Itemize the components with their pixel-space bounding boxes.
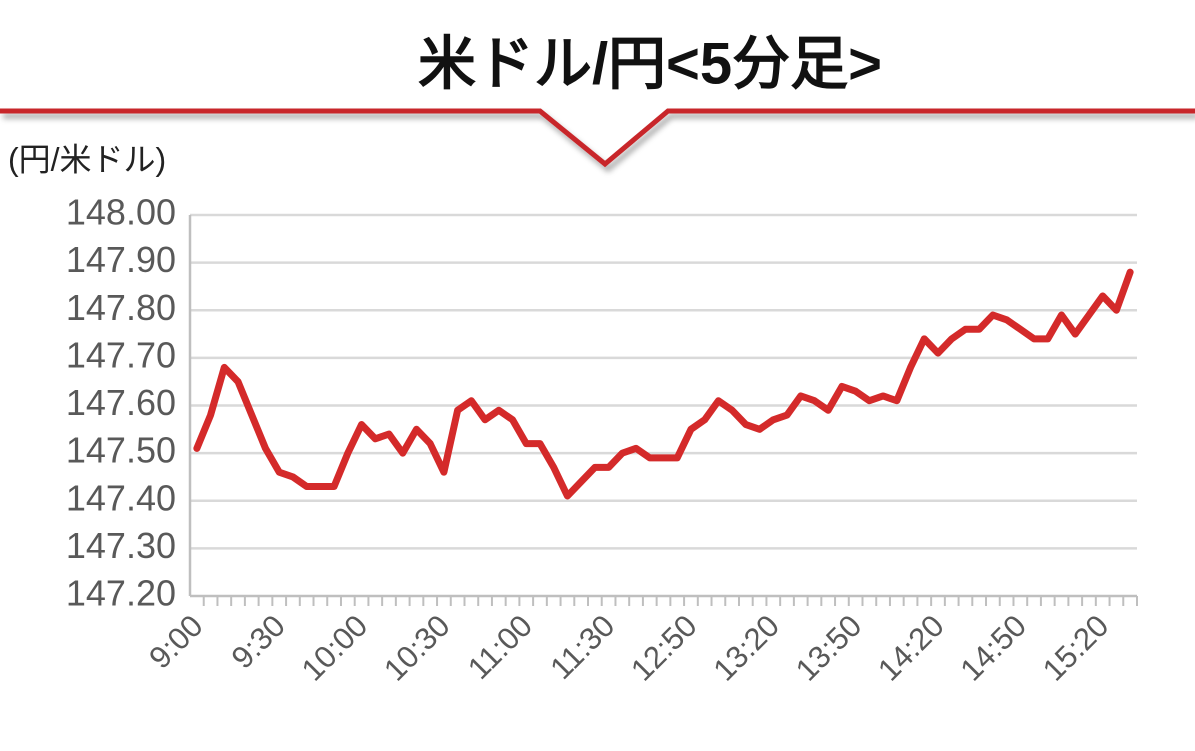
y-tick-label: 147.30 — [66, 525, 176, 566]
y-tick-label: 147.80 — [66, 287, 176, 328]
y-tick-label: 147.50 — [66, 430, 176, 471]
header-rule — [0, 108, 1195, 168]
x-tick-label: 9:00 — [142, 608, 209, 675]
y-tick-label: 147.20 — [66, 573, 176, 614]
x-tick-label: 14:50 — [953, 608, 1033, 688]
x-tick-label: 9:30 — [225, 608, 292, 675]
x-tick-label: 13:50 — [789, 608, 869, 688]
x-tick-label: 10:00 — [295, 608, 375, 688]
x-tick-label: 11:00 — [461, 608, 539, 686]
y-tick-label: 147.70 — [66, 334, 176, 375]
y-tick-label: 147.60 — [66, 382, 176, 423]
x-tick-label: 14:20 — [871, 608, 951, 688]
x-tick-label: 13:20 — [706, 608, 786, 688]
plot-area: 147.20 147.30 147.40 147.50 147.60 147.70 147.… — [66, 192, 1138, 688]
y-tick-label: 147.40 — [66, 477, 176, 518]
y-axis-label: (円/米ドル) — [8, 141, 166, 177]
x-tick-label: 11:30 — [543, 608, 621, 686]
y-tick-label: 147.90 — [66, 239, 176, 280]
price-line — [193, 268, 1134, 500]
x-tick-label: 15:20 — [1036, 608, 1116, 688]
chart-title: 米ドル/円<5分足> — [418, 31, 882, 96]
x-tick-label: 12:50 — [624, 608, 704, 688]
x-tick-label: 10:30 — [377, 608, 457, 688]
y-tick-label: 148.00 — [66, 192, 176, 233]
